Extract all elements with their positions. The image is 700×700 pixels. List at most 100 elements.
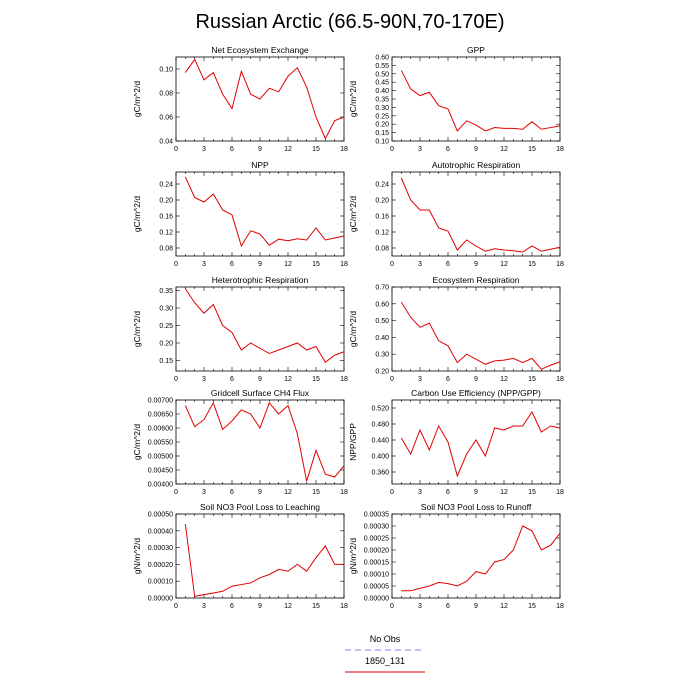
x-tick-label: 3 <box>418 489 422 496</box>
series-line <box>184 401 345 482</box>
y-tick-label: 0.40 <box>375 88 389 95</box>
x-tick-label: 18 <box>556 489 564 496</box>
x-tick-label: 3 <box>202 261 206 268</box>
chart-panel: Net Ecosystem Exchange gC/m^2/d 0 3 6 9 12 15 18… <box>132 45 348 153</box>
x-tick-label: 15 <box>312 489 320 496</box>
y-tick-label: 0.16 <box>159 214 173 221</box>
x-tick-label: 6 <box>446 261 450 268</box>
y-tick-label: 0.55 <box>375 63 389 70</box>
y-tick-label: 0.24 <box>159 182 173 189</box>
chart-title: Net Ecosystem Exchange <box>211 45 309 55</box>
legend-label: No Obs <box>370 634 401 644</box>
x-tick-label: 18 <box>556 376 564 383</box>
x-tick-label: 6 <box>446 603 450 610</box>
x-tick-label: 6 <box>446 376 450 383</box>
x-tick-label: 12 <box>284 146 292 153</box>
chart-panel: Soil NO3 Pool Loss to Leaching gN/m^2/d 0 3… <box>132 502 348 610</box>
x-tick-label: 15 <box>312 261 320 268</box>
y-tick-label: 0.12 <box>159 230 173 237</box>
y-tick-label: 0.25 <box>375 113 389 120</box>
y-tick-label: 0.30 <box>375 105 389 112</box>
y-tick-label: 0.00700 <box>148 398 173 405</box>
y-tick-label: 0.10 <box>159 67 173 74</box>
y-tick-label: 0.12 <box>375 230 389 237</box>
y-axis-label: gC/m^2/d <box>132 424 142 460</box>
y-tick-label: 0.35 <box>375 97 389 104</box>
x-tick-label: 18 <box>556 603 564 610</box>
y-tick-label: 0.30 <box>159 306 173 313</box>
y-tick-label: 0.00010 <box>148 579 173 586</box>
x-tick-label: 9 <box>258 146 262 153</box>
x-tick-label: 0 <box>174 603 178 610</box>
chart-title: Gridcell Surface CH4 Flux <box>211 388 310 398</box>
x-tick-label: 6 <box>446 489 450 496</box>
y-axis-label: gC/m^2/d <box>132 81 142 117</box>
x-tick-label: 6 <box>230 603 234 610</box>
x-tick-label: 3 <box>418 376 422 383</box>
y-tick-label: 0.40 <box>375 335 389 342</box>
x-tick-label: 3 <box>202 376 206 383</box>
x-tick-label: 0 <box>390 146 394 153</box>
y-tick-label: 0.00020 <box>148 562 173 569</box>
x-tick-label: 15 <box>528 146 536 153</box>
x-tick-label: 12 <box>500 146 508 153</box>
x-tick-label: 9 <box>474 261 478 268</box>
x-tick-label: 9 <box>474 376 478 383</box>
x-tick-label: 15 <box>312 376 320 383</box>
chart-title: NPP <box>251 160 269 170</box>
y-tick-label: 0.00000 <box>364 596 389 603</box>
chart-panel: Heterotrophic Respiration gC/m^2/d 0 3 6 9 12 1… <box>132 275 348 383</box>
chart-panel: NPP gC/m^2/d 0 3 6 9 12 15 18 0.08 0.12 0.16 0.20 0.2… <box>132 160 348 268</box>
x-tick-label: 15 <box>528 489 536 496</box>
x-tick-label: 6 <box>230 376 234 383</box>
y-axis-label: gN/m^2/d <box>132 538 142 574</box>
y-tick-label: 0.04 <box>159 139 173 146</box>
x-tick-label: 12 <box>500 376 508 383</box>
y-tick-label: 0.08 <box>159 91 173 98</box>
y-tick-label: 0.35 <box>159 288 173 295</box>
x-tick-label: 18 <box>340 603 348 610</box>
chart-panel: Soil NO3 Pool Loss to Runoff gN/m^2/d 0 3 6 9… <box>348 502 564 610</box>
y-tick-label: 0.00010 <box>364 572 389 579</box>
x-tick-label: 0 <box>390 489 394 496</box>
y-tick-label: 0.00550 <box>148 440 173 447</box>
y-tick-label: 0.50 <box>375 71 389 78</box>
x-tick-label: 9 <box>258 603 262 610</box>
y-tick-label: 0.00015 <box>364 560 389 567</box>
x-tick-label: 18 <box>556 261 564 268</box>
y-axis-label: NPP/GPP <box>348 423 358 461</box>
y-axis-label: gC/m^2/d <box>132 311 142 347</box>
x-tick-label: 6 <box>230 489 234 496</box>
plot-frame <box>391 286 561 372</box>
x-tick-label: 3 <box>418 603 422 610</box>
series-line <box>184 58 345 140</box>
plot-frame <box>391 171 561 257</box>
x-tick-label: 12 <box>500 603 508 610</box>
y-tick-label: 0.00030 <box>364 524 389 531</box>
y-axis-label: gC/m^2/d <box>348 311 358 347</box>
x-tick-label: 6 <box>446 146 450 153</box>
x-tick-label: 3 <box>202 146 206 153</box>
x-tick-label: 9 <box>258 376 262 383</box>
series-line <box>401 525 561 592</box>
y-tick-label: 0.00650 <box>148 412 173 419</box>
x-tick-label: 9 <box>474 489 478 496</box>
x-tick-label: 6 <box>230 261 234 268</box>
chart-panel: Autotrophic Respiration gC/m^2/d 0 3 6 9 12 15 1… <box>348 160 564 268</box>
y-tick-label: 0.60 <box>375 55 389 62</box>
y-tick-label: 0.20 <box>375 122 389 129</box>
x-tick-label: 15 <box>528 603 536 610</box>
x-tick-label: 0 <box>174 261 178 268</box>
y-tick-label: 0.60 <box>375 301 389 308</box>
y-tick-label: 0.20 <box>159 198 173 205</box>
y-tick-label: 0.50 <box>375 318 389 325</box>
y-axis-label: gN/m^2/d <box>348 538 358 574</box>
x-tick-label: 15 <box>312 146 320 153</box>
y-tick-label: 0.440 <box>371 438 389 445</box>
series-line <box>400 70 561 132</box>
x-tick-label: 18 <box>556 146 564 153</box>
y-tick-label: 0.00020 <box>364 548 389 555</box>
x-tick-label: 0 <box>174 376 178 383</box>
figure-title: Russian Arctic (66.5-90N,70-170E) <box>195 11 504 33</box>
